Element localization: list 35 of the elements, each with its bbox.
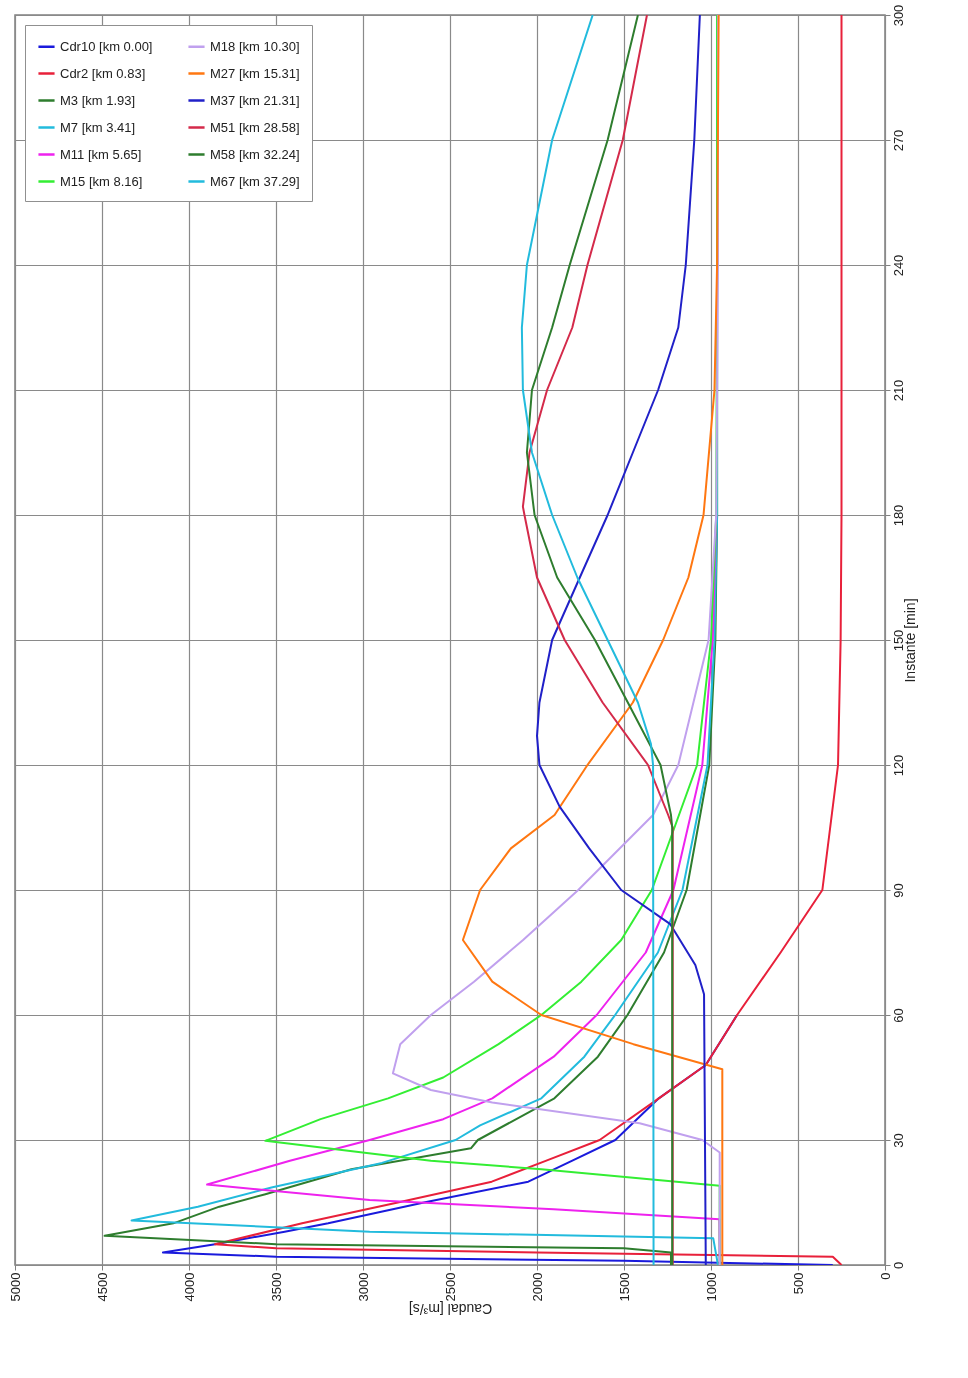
legend-label: M15 [km 8.16] [60,173,143,189]
x-tick-label: 4000 [181,1272,197,1302]
y-tick-label: 60 [890,1008,906,1023]
x-tick-label: 0 [877,1272,893,1280]
y-tick-label: 120 [890,754,906,777]
y-tick-label: 30 [890,1133,906,1148]
legend-label: Cdr2 [km 0.83] [60,65,146,81]
x-tick-label: 2500 [442,1272,458,1302]
x-tick-label: 1000 [703,1272,719,1302]
y-tick-label: 300 [890,4,906,27]
legend-label: M37 [km 21.31] [210,92,300,108]
legend-label: Cdr10 [km 0.00] [60,38,153,54]
legend-label: M7 [km 3.41] [60,119,136,135]
y-tick-label: 240 [890,254,906,277]
x-tick-label: 4500 [94,1272,110,1302]
legend-label: M58 [km 32.24] [210,146,300,162]
x-tick-label: 500 [790,1272,806,1295]
legend-label: M18 [km 10.30] [210,38,300,54]
x-tick-label: 5000 [7,1272,23,1302]
legend-label: M11 [km 5.65] [60,146,142,162]
legend-label: M51 [km 28.58] [210,119,300,135]
y-tick-label: 90 [890,883,906,898]
x-tick-label: 2000 [529,1272,545,1302]
y-tick-label: 180 [890,504,906,527]
legend-label: M27 [km 15.31] [210,65,300,81]
x-tick-label: 3500 [268,1272,284,1302]
y-tick-label: 270 [890,129,906,152]
legend-label: M3 [km 1.93] [60,92,136,108]
x-tick-label: 3000 [355,1272,371,1302]
x-axis-title: Caudal [m³/s] [408,1301,493,1318]
y-tick-label: 0 [890,1261,906,1270]
y-tick-label: 210 [890,379,906,402]
y-tick-label: 150 [890,629,906,652]
legend-label: M67 [km 37.29] [210,173,300,189]
x-tick-label: 1500 [616,1272,632,1302]
